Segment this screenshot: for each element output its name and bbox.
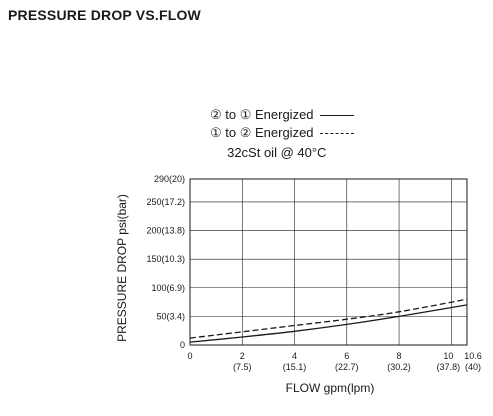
legend-item-solid: ② to ① Energized bbox=[210, 106, 354, 124]
y-tick-label: 250(17.2) bbox=[146, 197, 185, 207]
x-tick-label: 0 bbox=[187, 351, 192, 361]
series-line-solid bbox=[189, 304, 468, 343]
y-tick-label: 200(13.8) bbox=[146, 226, 185, 236]
legend-item-dashed: ① to ② Energized bbox=[210, 124, 354, 142]
x-tick-sublabel: (40) bbox=[465, 362, 481, 372]
x-tick-sublabel: (15.1) bbox=[283, 362, 307, 372]
page-title: PRESSURE DROP VS.FLOW bbox=[8, 7, 201, 23]
x-tick-label: 10.6 bbox=[464, 351, 482, 361]
x-tick-sublabel: (7.5) bbox=[233, 362, 252, 372]
legend-label-dashed: ① to ② Energized bbox=[210, 125, 314, 140]
oil-condition-note: 32cSt oil @ 40°C bbox=[227, 145, 327, 160]
chart-legend: ② to ① Energized ① to ② Energized 32cSt … bbox=[210, 106, 354, 162]
x-tick-sublabel: (37.8) bbox=[437, 362, 461, 372]
chart-series bbox=[189, 298, 468, 343]
y-tick-label: 150(10.3) bbox=[146, 254, 185, 264]
plot-frame bbox=[189, 178, 468, 346]
y-tick-label: 0 bbox=[180, 340, 185, 350]
x-tick-label: 2 bbox=[240, 351, 245, 361]
y-tick-label: 290(20) bbox=[154, 174, 185, 184]
x-tick-sublabel: (22.7) bbox=[335, 362, 359, 372]
legend-swatch-dashed bbox=[319, 132, 354, 134]
y-tick-label: 100(6.9) bbox=[151, 283, 185, 293]
legend-swatch-solid bbox=[319, 114, 354, 116]
chart-ticks: 0 50(3.4) 100(6.9) 150(10.3) 200(13.8) 250(17… bbox=[146, 174, 481, 372]
y-axis-title: PRESSURE DROP psi(bar) bbox=[115, 194, 129, 342]
x-tick-label: 6 bbox=[344, 351, 349, 361]
legend-label-solid: ② to ① Energized bbox=[210, 107, 314, 122]
x-tick-sublabel: (30.2) bbox=[387, 362, 411, 372]
y-tick-label: 50(3.4) bbox=[156, 311, 185, 321]
x-tick-label: 8 bbox=[397, 351, 402, 361]
x-tick-label: 4 bbox=[292, 351, 297, 361]
x-axis-title: FLOW gpm(lpm) bbox=[286, 381, 375, 395]
chart-axes bbox=[189, 178, 468, 346]
x-tick-label: 10 bbox=[443, 351, 453, 361]
series-line-dashed bbox=[189, 298, 468, 339]
chart-grid bbox=[190, 179, 467, 345]
